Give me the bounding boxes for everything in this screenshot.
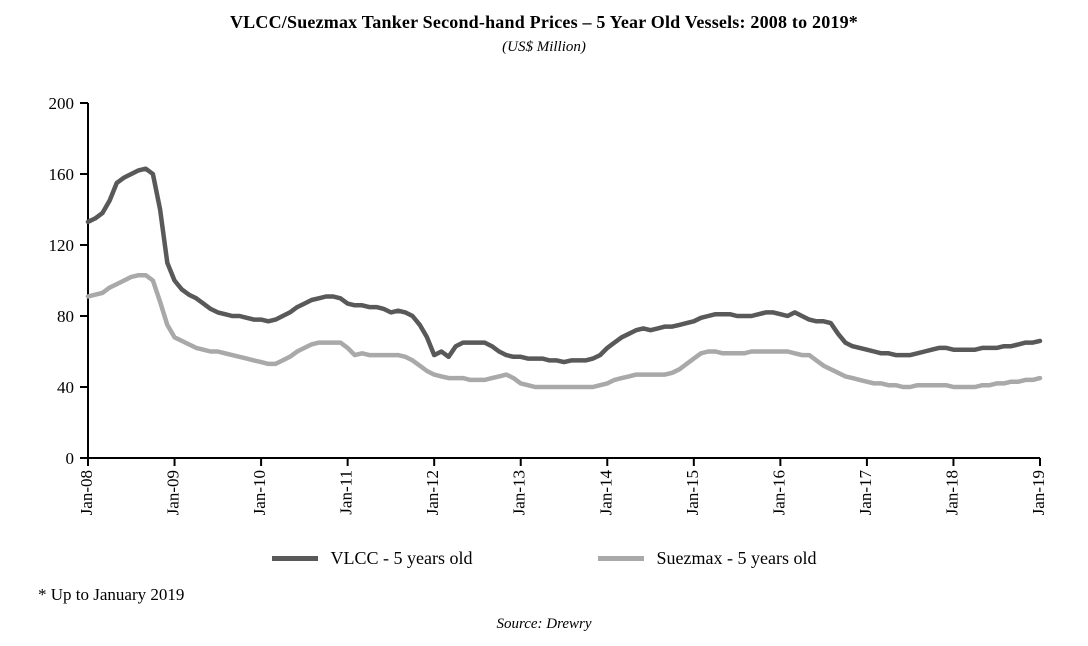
svg-text:Jan-09: Jan-09 xyxy=(164,470,183,515)
svg-text:40: 40 xyxy=(57,378,74,397)
svg-text:200: 200 xyxy=(49,94,75,113)
source-note: Source: Drewry xyxy=(496,616,592,632)
legend-item-vlcc: VLCC - 5 years old xyxy=(271,548,473,569)
footnote: * Up to January 2019 xyxy=(38,585,185,604)
chart-subtitle: (US$ Million) xyxy=(502,39,586,55)
svg-text:Jan-14: Jan-14 xyxy=(596,470,615,516)
suezmax-line-swatch xyxy=(597,556,644,561)
chart-legend: VLCC - 5 years old Suezmax - 5 years old xyxy=(0,548,1088,569)
svg-text:Jan-15: Jan-15 xyxy=(683,470,702,515)
svg-text:Jan-08: Jan-08 xyxy=(77,470,96,515)
svg-text:Jan-16: Jan-16 xyxy=(769,470,788,515)
svg-text:Jan-18: Jan-18 xyxy=(942,470,961,515)
svg-text:Jan-12: Jan-12 xyxy=(423,470,442,515)
svg-text:Jan-17: Jan-17 xyxy=(856,470,875,516)
legend-item-suezmax: Suezmax - 5 years old xyxy=(597,548,817,569)
line-chart: 0 40 80 120 160 200 Jan-08 Jan-09 Jan-10 Jan-11 Ja… xyxy=(49,94,1049,516)
legend-label-suezmax: Suezmax - 5 years old xyxy=(656,548,817,568)
svg-text:Jan-11: Jan-11 xyxy=(337,470,356,515)
svg-text:Jan-13: Jan-13 xyxy=(510,470,529,515)
svg-text:Jan-10: Jan-10 xyxy=(250,470,269,515)
svg-text:120: 120 xyxy=(49,236,75,255)
chart-title: VLCC/Suezmax Tanker Second-hand Prices –… xyxy=(229,12,858,32)
svg-text:80: 80 xyxy=(57,307,74,326)
svg-text:160: 160 xyxy=(49,165,75,184)
svg-text:0: 0 xyxy=(66,449,75,468)
vlcc-line-swatch xyxy=(271,556,318,561)
legend-label-vlcc: VLCC - 5 years old xyxy=(330,548,473,568)
svg-text:Jan-19: Jan-19 xyxy=(1029,470,1048,515)
